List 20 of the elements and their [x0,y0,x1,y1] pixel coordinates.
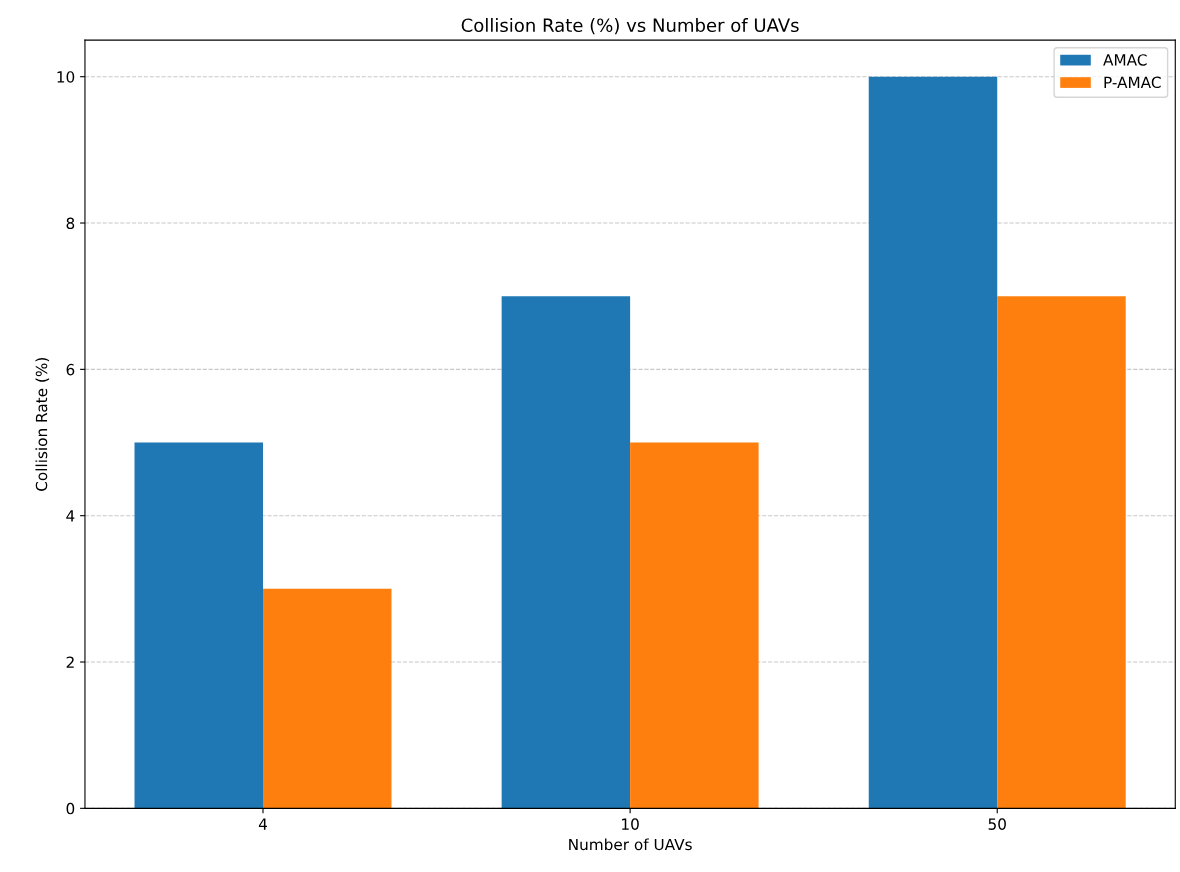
chart-title: Collision Rate (%) vs Number of UAVs [461,18,799,35]
y-tick-label: 10 [57,71,75,83]
x-axis-title: Number of UAVs [569,838,692,851]
y-tick-label: 6 [66,363,75,376]
y-tick-label: 4 [66,510,75,522]
x-tick-label: 50 [988,818,1006,830]
legend-label: P-AMAC [1104,76,1161,89]
y-tick-label: 0 [66,802,75,815]
bar [630,442,759,809]
bar [134,442,264,809]
legend-label: AMAC [1103,54,1147,66]
x-tick-label: 4 [258,818,268,830]
bar [997,296,1126,809]
bar [501,296,631,809]
y-tick-label: 8 [66,217,75,230]
bar [868,76,998,809]
y-tick-label: 2 [66,656,74,668]
x-tick-label: 10 [622,818,639,830]
bar [263,588,392,809]
y-axis-title: Collision Rate (%) [35,357,50,491]
